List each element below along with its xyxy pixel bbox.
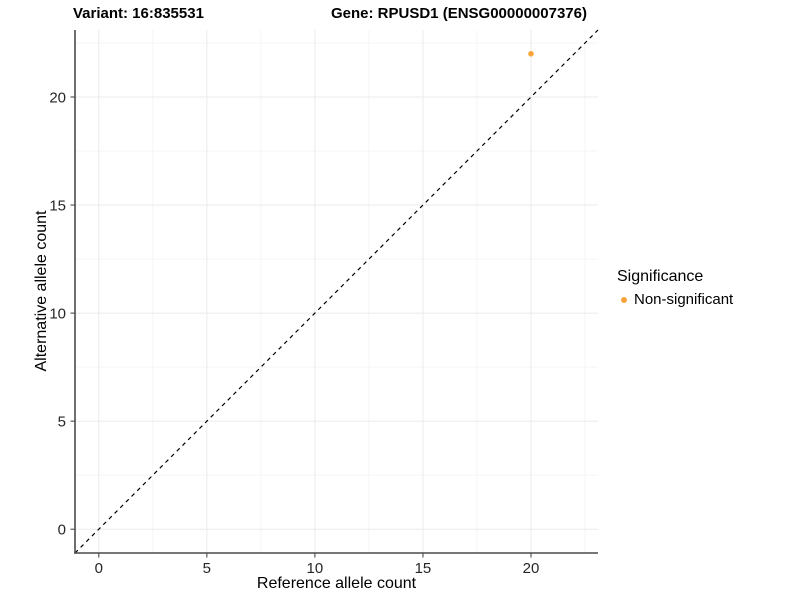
y-tick-label: 15: [49, 198, 66, 215]
identity-line: [74, 29, 599, 554]
legend-entry-label: Non-significant: [634, 291, 734, 308]
legend-marker-icon: [621, 296, 627, 303]
y-tick-label: 10: [49, 306, 66, 323]
x-tick-label: 20: [523, 560, 540, 577]
x-axis-title: Reference allele count: [256, 575, 417, 592]
x-tick-label: 10: [307, 560, 324, 577]
legend: Significance Non-significant: [617, 268, 733, 308]
y-tick-label: 20: [49, 89, 66, 106]
y-axis-title: Alternative allele count: [33, 210, 50, 372]
legend-entry: Non-significant: [617, 291, 733, 308]
x-tick-label: 15: [415, 560, 432, 577]
plot-title-gene: Gene: RPUSD1 (ENSG00000007376): [331, 5, 587, 22]
y-tick-label: 5: [58, 414, 66, 431]
x-tick-label: 0: [95, 560, 103, 577]
x-tick-label: 5: [203, 560, 211, 577]
data-point: [528, 50, 534, 57]
y-tick-label: 0: [58, 522, 66, 539]
plot-title-variant: Variant: 16:835531: [73, 5, 204, 22]
legend-title: Significance: [617, 268, 704, 285]
